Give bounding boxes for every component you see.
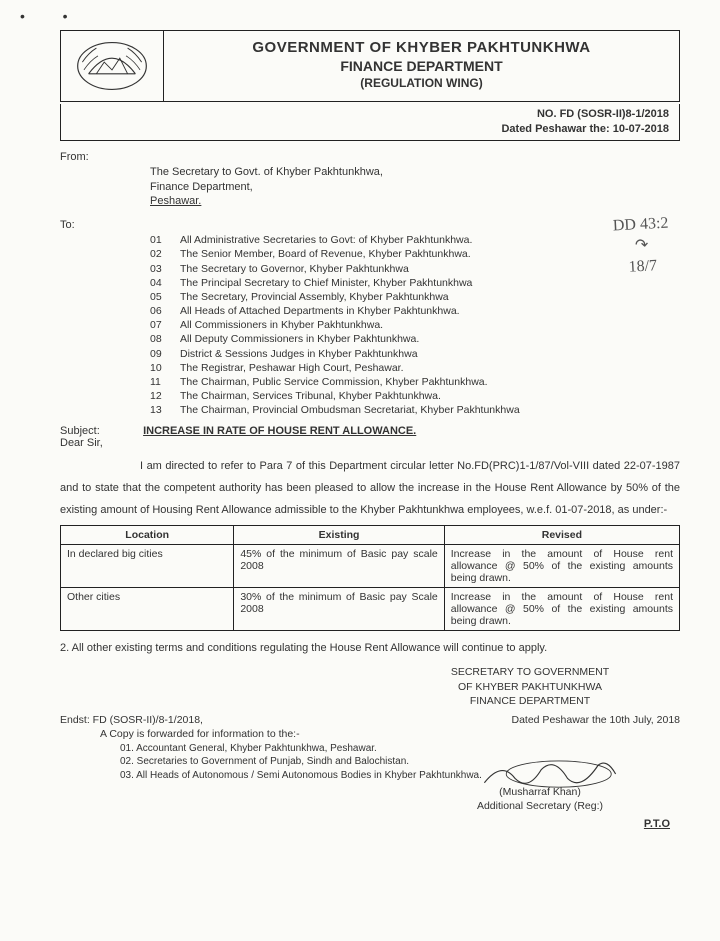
handnote-l2: ↷ [614,234,671,258]
body-paragraph: I am directed to refer to Para 7 of this… [60,455,680,521]
endorsement-row: Endst: FD (SOSR-II)/8-1/2018, Dated Pesh… [60,714,680,726]
to-num: 03 [150,262,180,276]
table-cell: 45% of the minimum of Basic pay scale 20… [234,545,444,588]
signer-title: Additional Secretary (Reg:) [400,800,680,814]
para-2: 2. All other existing terms and conditio… [60,637,680,659]
to-num: 05 [150,290,180,304]
to-item: The Chairman, Provincial Ombudsman Secre… [180,403,680,417]
handwritten-note: DD 43:2 ↷ 18/7 [613,214,672,279]
ref-date: Dated Peshawar the: 10-07-2018 [71,122,669,137]
org-title: GOVERNMENT OF KHYBER PAKHTUNKHWA [170,39,673,56]
th-existing: Existing [234,526,444,545]
letterhead-text: GOVERNMENT OF KHYBER PAKHTUNKHWA FINANCE… [164,31,679,101]
to-label: To: [60,219,680,231]
handnote-l3: 18/7 [615,255,672,279]
to-num: 04 [150,276,180,290]
to-num: 13 [150,403,180,417]
table-cell: Other cities [61,588,234,631]
page-marks: • • [20,8,78,24]
endst-right: Dated Peshawar the 10th July, 2018 [512,714,681,726]
to-num: 07 [150,318,180,332]
copy-forward-line: A Copy is forwarded for information to t… [60,728,680,740]
to-list: 01All Administrative Secretaries to Govt… [60,233,680,417]
to-item: District & Sessions Judges in Khyber Pak… [180,347,680,361]
subject-value: INCREASE IN RATE OF HOUSE RENT ALLOWANCE… [143,425,416,437]
th-revised: Revised [444,526,679,545]
letterhead: GOVERNMENT OF KHYBER PAKHTUNKHWA FINANCE… [60,30,680,102]
from-line2: Finance Department, [150,180,680,195]
subject-label: Subject: [60,425,140,437]
to-item: All Heads of Attached Departments in Khy… [180,304,680,318]
document-page: • • GOVERNMENT OF KHYBER PAKHTUNKHWA FIN… [0,0,720,941]
to-num: 01 [150,233,180,247]
signer-block: (Musharraf Khan) Additional Secretary (R… [60,786,680,813]
government-emblem-icon [73,37,151,95]
table-cell: Increase in the amount of House rent all… [444,545,679,588]
to-item: The Chairman, Services Tribunal, Khyber … [180,389,680,403]
endst-left: Endst: FD (SOSR-II)/8-1/2018, [60,714,203,726]
to-item: The Chairman, Public Service Commission,… [180,375,680,389]
to-num: 06 [150,304,180,318]
to-item: The Principal Secretary to Chief Ministe… [180,276,680,290]
table-cell: 30% of the minimum of Basic pay Scale 20… [234,588,444,631]
sig-l1: SECRETARY TO GOVERNMENT [380,665,680,679]
to-item: All Deputy Commissioners in Khyber Pakht… [180,332,680,346]
copy-item: 01. Accountant General, Khyber Pakhtunkh… [120,742,680,756]
table-row: In declared big cities45% of the minimum… [61,545,680,588]
from-block: The Secretary to Govt. of Khyber Pakhtun… [60,165,680,210]
signature-designation: SECRETARY TO GOVERNMENT OF KHYBER PAKHTU… [60,665,680,708]
to-item: The Registrar, Peshawar High Court, Pesh… [180,361,680,375]
reference-box: NO. FD (SOSR-II)8-1/2018 Dated Peshawar … [60,104,680,141]
from-label: From: [60,151,680,163]
table-row: Other cities30% of the minimum of Basic … [61,588,680,631]
to-item: The Secretary to Governor, Khyber Pakhtu… [180,262,680,276]
pto: P.T.O [60,818,680,830]
to-item: All Administrative Secretaries to Govt: … [180,233,680,247]
body-text: I am directed to refer to Para 7 of this… [60,460,680,516]
signature-icon [480,754,620,794]
sig-l3: FINANCE DEPARTMENT [380,694,680,708]
to-item: The Senior Member, Board of Revenue, Khy… [180,247,680,261]
th-location: Location [61,526,234,545]
salutation: Dear Sir, [60,437,680,449]
from-line3: Peshawar. [150,194,680,209]
wing-title: (REGULATION WING) [170,76,673,90]
dept-title: FINANCE DEPARTMENT [170,58,673,74]
ref-number: NO. FD (SOSR-II)8-1/2018 [71,107,669,122]
rates-table: Location Existing Revised In declared bi… [60,525,680,631]
from-line1: The Secretary to Govt. of Khyber Pakhtun… [150,165,680,180]
sig-l2: OF KHYBER PAKHTUNKHWA [380,680,680,694]
to-item: All Commissioners in Khyber Pakhtunkhwa. [180,318,680,332]
table-cell: Increase in the amount of House rent all… [444,588,679,631]
to-num: 02 [150,247,180,261]
to-num: 10 [150,361,180,375]
emblem-cell [61,31,164,101]
to-num: 09 [150,347,180,361]
to-num: 12 [150,389,180,403]
table-cell: In declared big cities [61,545,234,588]
to-num: 11 [150,375,180,389]
to-item: The Secretary, Provincial Assembly, Khyb… [180,290,680,304]
subject-row: Subject: INCREASE IN RATE OF HOUSE RENT … [60,425,680,437]
handnote-l1: DD 43:2 [613,214,670,238]
to-num: 08 [150,332,180,346]
